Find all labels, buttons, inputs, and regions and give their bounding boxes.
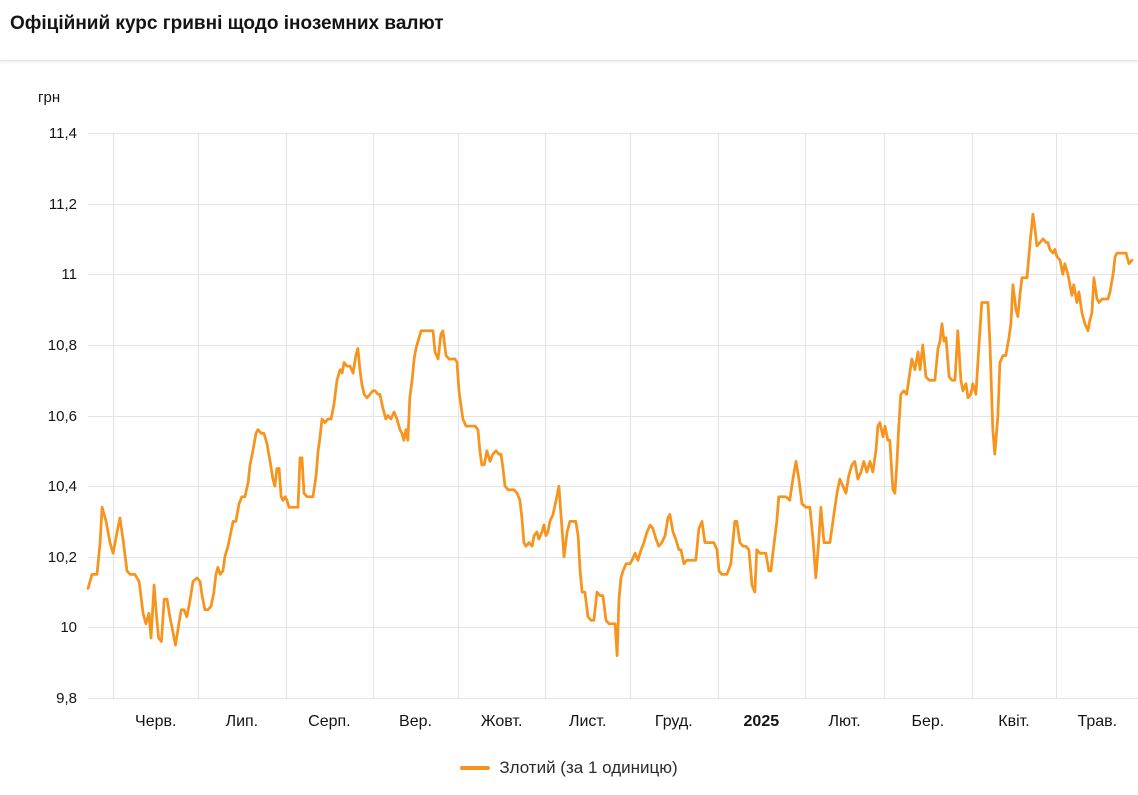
y-axis-tick-label: 10,2 [47, 548, 77, 566]
legend-series-label: Злотий (за 1 одиницю) [499, 758, 678, 777]
x-axis-tick-label: Трав. [1077, 713, 1118, 730]
x-axis-tick-label: 2025 [743, 713, 780, 730]
y-axis-tick-label: 10,4 [47, 477, 77, 495]
x-axis-tick-label: Квіт. [998, 713, 1030, 730]
page-title: Офіційний курс гривні щодо іноземних вал… [10, 13, 444, 34]
legend-line-swatch-icon [460, 766, 491, 770]
y-axis-tick-label: 10,6 [47, 407, 77, 425]
y-axis-tick-label: 11 [61, 265, 77, 283]
x-axis-tick-label: Вер. [399, 713, 432, 730]
x-axis-tick-label: Серп. [308, 713, 351, 730]
y-axis-tick-label: 9,8 [56, 689, 77, 707]
x-axis-tick-label: Жовт. [480, 713, 523, 730]
legend[interactable]: Злотий (за 1 одиницю) [0, 758, 1138, 778]
x-axis-tick-label: Груд. [654, 713, 693, 730]
x-axis-tick-label: Бер. [911, 713, 945, 730]
y-axis-tick-label: 10,8 [47, 336, 77, 354]
x-axis-tick-label: Лип. [225, 713, 259, 730]
x-axis-tick-label: Черв. [135, 713, 177, 730]
y-axis-tick-label: 10 [60, 618, 77, 636]
page-header: Офіційний курс гривні щодо іноземних вал… [0, 0, 1138, 61]
x-axis-tick-label: Лют. [828, 713, 861, 730]
zloty-rate-line-series[interactable] [86, 212, 1134, 657]
y-axis-unit-label: грн [38, 89, 61, 106]
y-axis-tick-label: 11,4 [48, 124, 77, 142]
y-axis-tick-label: 11,2 [48, 195, 77, 213]
x-axis-tick-label: Лист. [568, 713, 607, 730]
